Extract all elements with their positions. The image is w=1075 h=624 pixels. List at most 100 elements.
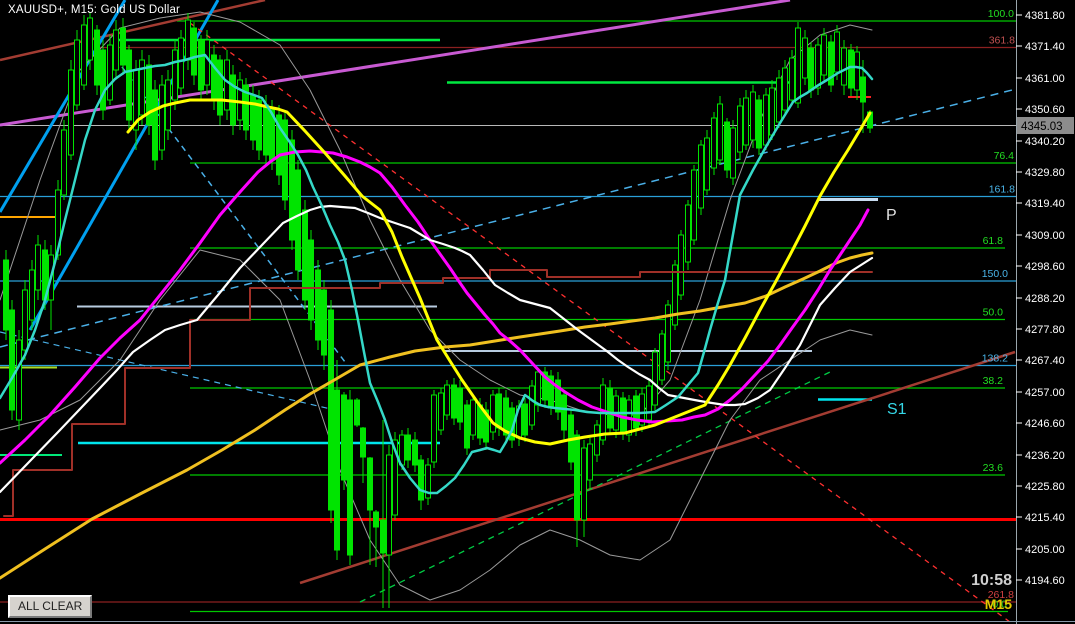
current-price-value: 4345.03 bbox=[1021, 121, 1063, 133]
candle-body bbox=[412, 439, 418, 466]
candle-body bbox=[542, 371, 548, 401]
candle-body bbox=[120, 27, 126, 66]
axis-price-label: 4194.60 bbox=[1025, 575, 1065, 587]
axis-price-label: 4361.00 bbox=[1025, 73, 1065, 85]
axis-price-label: 4277.80 bbox=[1025, 324, 1065, 336]
candle-body bbox=[185, 19, 191, 61]
axis-price-label: 4215.40 bbox=[1025, 512, 1065, 524]
bollinger-lower-band bbox=[0, 249, 873, 601]
candle-body bbox=[620, 397, 626, 433]
candle-body bbox=[276, 114, 282, 176]
bollinger-upper-band bbox=[0, 11, 873, 416]
candle-body bbox=[821, 34, 827, 76]
candle-body bbox=[685, 204, 691, 263]
candle-body bbox=[347, 399, 353, 556]
candle-body bbox=[9, 309, 15, 411]
candle-body bbox=[457, 387, 463, 423]
brown-trendline-top bbox=[0, 0, 266, 62]
fib-label-50.0: 50.0 bbox=[983, 307, 1004, 319]
azure-channel-2 bbox=[0, 0, 127, 213]
axis-price-label: 4309.00 bbox=[1025, 230, 1065, 242]
candle-body bbox=[789, 57, 795, 101]
candle-body bbox=[808, 47, 814, 91]
candle-body bbox=[665, 304, 671, 363]
window-bottom-border bbox=[0, 621, 1075, 622]
candle-body bbox=[392, 439, 398, 516]
fib-label-0.0: 0.0 bbox=[992, 599, 1007, 611]
candle-body bbox=[737, 105, 743, 153]
fib-label-138.2: 138.2 bbox=[982, 353, 1008, 365]
axis-price-label: 4236.20 bbox=[1025, 450, 1065, 462]
candle-body bbox=[68, 69, 74, 156]
candle-body bbox=[386, 454, 392, 556]
candle-body bbox=[224, 59, 230, 111]
candle-body bbox=[237, 79, 243, 121]
candle-body bbox=[81, 24, 87, 86]
price-axis-panel[interactable] bbox=[1016, 0, 1075, 624]
candle-body bbox=[250, 94, 256, 141]
ma-gold-slow bbox=[0, 251, 874, 580]
candle-body bbox=[483, 409, 489, 443]
candle-body bbox=[139, 59, 145, 116]
candle-body bbox=[711, 117, 717, 169]
step-trailing-line bbox=[3, 269, 873, 517]
fib-label-23.6: 23.6 bbox=[983, 462, 1004, 474]
sky-dashed-ascending bbox=[0, 87, 1021, 348]
fib-label-150.0: 150.0 bbox=[982, 268, 1008, 280]
pivot-s1-label: S1 bbox=[887, 401, 907, 418]
candle-body bbox=[172, 49, 178, 101]
candle-body bbox=[581, 447, 587, 521]
candle-body bbox=[763, 94, 769, 146]
candle-body bbox=[178, 37, 184, 89]
candle-body bbox=[328, 309, 334, 511]
candle-body bbox=[107, 44, 113, 101]
fib-label-261.8: 261.8 bbox=[988, 589, 1014, 601]
candle-body bbox=[587, 443, 593, 481]
fib-label-100.0: 100.0 bbox=[988, 8, 1014, 20]
candle-body bbox=[691, 169, 697, 241]
candle-body bbox=[750, 91, 756, 141]
candle-body bbox=[191, 27, 197, 76]
period-badge: M15 bbox=[985, 596, 1012, 612]
candle-body bbox=[704, 137, 710, 191]
axis-price-label: 4319.40 bbox=[1025, 198, 1065, 210]
candle-body bbox=[782, 67, 788, 111]
candle-body bbox=[100, 49, 106, 111]
axis-price-label: 4288.20 bbox=[1025, 293, 1065, 305]
candle-body bbox=[854, 51, 860, 91]
current-price-box bbox=[1017, 117, 1074, 134]
candle-body bbox=[152, 89, 158, 161]
ma-white bbox=[0, 204, 874, 494]
axis-price-label: 4371.40 bbox=[1025, 41, 1065, 53]
candle-body bbox=[373, 511, 379, 528]
ma-yellow bbox=[126, 98, 872, 446]
axis-price-label: 4381.80 bbox=[1025, 10, 1065, 22]
candle-body bbox=[815, 44, 821, 89]
candle-body bbox=[341, 394, 347, 481]
candle-body bbox=[16, 339, 22, 421]
candle-body bbox=[321, 289, 327, 356]
candle-body bbox=[360, 427, 366, 458]
candle-body bbox=[211, 54, 217, 101]
candle-body bbox=[263, 104, 269, 156]
candle-body bbox=[444, 384, 450, 416]
candle-body bbox=[22, 289, 28, 351]
candle-body bbox=[678, 234, 684, 296]
candle-body bbox=[639, 393, 645, 426]
candle-body bbox=[431, 394, 437, 463]
candle-body bbox=[802, 37, 808, 79]
candle-body bbox=[848, 49, 854, 89]
sky-dashed-steep bbox=[121, 66, 346, 363]
candle-body bbox=[94, 29, 100, 86]
candle-body bbox=[730, 127, 736, 179]
candle-body bbox=[724, 121, 730, 171]
axis-price-label: 4298.60 bbox=[1025, 261, 1065, 273]
candle-body bbox=[555, 379, 561, 413]
chart-title: XAUUSD+, M15: Gold US Dollar bbox=[8, 4, 181, 16]
candle-body bbox=[860, 76, 866, 103]
candle-body bbox=[646, 385, 652, 421]
axis-price-label: 4329.80 bbox=[1025, 167, 1065, 179]
all-clear-button[interactable]: ALL CLEAR bbox=[8, 595, 93, 618]
candle-body bbox=[315, 269, 321, 341]
